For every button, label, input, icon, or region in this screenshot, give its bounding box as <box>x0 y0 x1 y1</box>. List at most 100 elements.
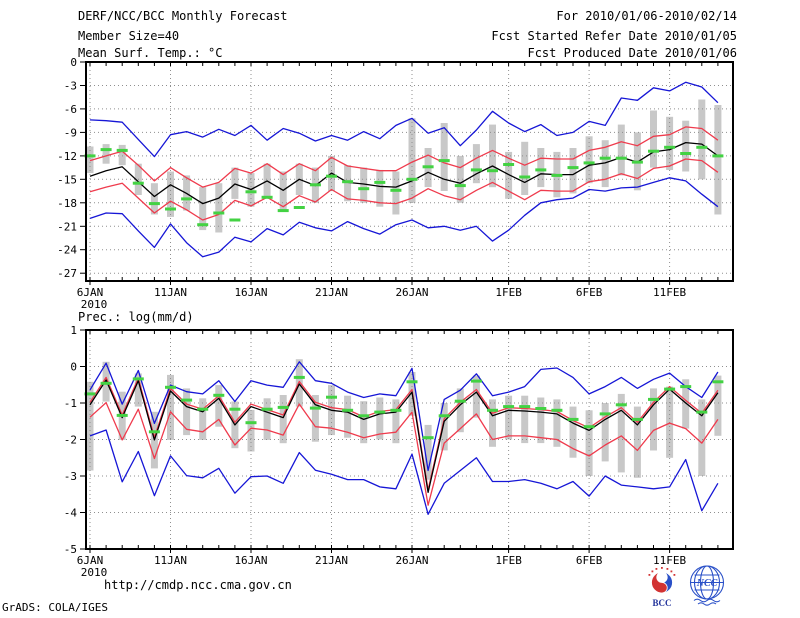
temp-obs-dash <box>599 156 611 160</box>
precip-spread-bar <box>585 410 593 476</box>
precip-obs-dash <box>406 380 418 384</box>
temp-obs-dash <box>680 152 692 155</box>
precip-spread-bar <box>311 395 319 442</box>
precip-ytick-label: 0 <box>70 361 77 374</box>
temp-obs-dash <box>567 166 579 170</box>
temp-obs-dash <box>503 163 515 166</box>
temp-ytick-label: -24 <box>57 244 77 257</box>
precip-obs-dash <box>615 403 627 407</box>
temp-ytick-label: -18 <box>57 197 77 210</box>
precip-obs-dash <box>229 407 241 411</box>
precip-spread-bar <box>392 399 400 444</box>
precip-obs-dash <box>631 417 643 421</box>
precip-ens-min-line <box>89 429 719 515</box>
precip-spread-bar <box>360 401 368 444</box>
temp-ytick-label: 0 <box>70 56 77 69</box>
temp-obs-dash <box>712 154 724 158</box>
precip-spread-bar <box>633 406 641 478</box>
bcc-swirl-icon <box>651 571 673 594</box>
temp-obs-dash <box>422 165 434 169</box>
precip-xtick-label: 11FEB <box>653 554 686 567</box>
precip-obs-dash <box>567 417 579 421</box>
temp-spread-hi-line <box>89 126 719 188</box>
precip-spread-bar <box>440 403 448 451</box>
temp-xtick-label: 16JAN <box>234 286 267 299</box>
precip-obs-dash <box>374 410 386 414</box>
fcst-started-label: Fcst Started Refer Date 2010/01/05 <box>491 29 737 43</box>
ncc-globe-icon <box>689 565 725 606</box>
precip-obs-dash <box>181 398 193 402</box>
precip-obs-dash <box>309 406 321 410</box>
temp-spread-bar <box>263 163 271 197</box>
temp-obs-dash <box>583 161 595 165</box>
precip-spread-bar <box>199 398 207 440</box>
temp-obs-dash <box>148 202 160 206</box>
temp-xtick-label: 11FEB <box>653 286 686 299</box>
precip-spread-bar <box>472 375 480 418</box>
precip-obs-dash <box>519 405 531 409</box>
precip-obs-dash <box>116 413 128 417</box>
precip-obs-dash <box>438 414 450 418</box>
precip-spread-bar <box>698 399 706 476</box>
precip-spread-bar <box>102 361 110 402</box>
precip-obs-dash <box>551 408 563 412</box>
temp-xtick-label: 6JAN <box>77 286 104 299</box>
precip-spread-bar <box>537 397 545 444</box>
temp-spread-bar <box>601 140 609 188</box>
precip-ytick-label: -2 <box>64 434 77 447</box>
temp-obs-dash <box>116 148 128 152</box>
precip-obs-dash <box>712 380 724 384</box>
forecast-range-label: For 2010/01/06-2010/02/14 <box>556 9 737 23</box>
precip-obs-dash <box>84 392 96 396</box>
precip-ytick-label: 1 <box>70 324 77 337</box>
temp-spread-bar <box>714 105 722 215</box>
precip-spread-bar <box>650 388 657 451</box>
temp-obs-dash <box>309 183 321 187</box>
temp-obs-dash <box>197 223 209 227</box>
temp-spread-bar <box>392 171 400 215</box>
temp-obs-dash <box>406 177 418 181</box>
precip-spread-bar <box>376 397 384 440</box>
precip-obs-dash <box>390 408 402 412</box>
temp-spread-bar <box>231 167 239 199</box>
source-url-link[interactable]: http://cmdp.ncc.cma.gov.cn <box>104 578 292 592</box>
precip-xtick-sublabel: 2010 <box>81 566 108 579</box>
temp-obs-dash <box>165 207 176 211</box>
temp-panel-title: Mean Surf. Temp.: °C <box>78 46 223 60</box>
precip-obs-dash <box>148 430 160 434</box>
temp-spread-bar <box>537 148 545 188</box>
precip-ytick-label: -5 <box>64 543 77 556</box>
temp-obs-dash <box>100 148 112 152</box>
ncc-logo: NCC <box>689 565 725 606</box>
precip-spread-bar <box>714 375 722 436</box>
precip-obs-dash <box>583 425 595 429</box>
precip-obs-dash <box>454 399 466 403</box>
temp-spread-bar <box>456 155 464 203</box>
precip-spread-bar <box>505 395 513 440</box>
temp-obs-dash <box>374 180 386 184</box>
temp-ens-min-line <box>89 177 719 258</box>
precip-ytick-label: -3 <box>64 470 77 483</box>
precip-spread-bar <box>617 393 625 473</box>
temp-obs-dash <box>696 145 708 149</box>
temp-xtick-label: 21JAN <box>315 286 348 299</box>
temp-spread-bar <box>215 183 223 233</box>
precip-obs-dash <box>470 379 482 383</box>
precip-spread-bar <box>183 388 191 436</box>
temp-frame <box>85 61 734 282</box>
precip-obs-dash <box>487 408 498 412</box>
precip-obs-dash <box>422 436 434 440</box>
temp-spread-bar <box>360 167 368 203</box>
temp-spread-bar <box>440 123 448 191</box>
precip-spread-bar <box>569 406 577 458</box>
precip-obs-dash <box>599 412 611 416</box>
temp-ytick-label: -15 <box>57 173 77 186</box>
page-title: DERF/NCC/BCC Monthly Forecast <box>78 9 288 23</box>
temp-obs-dash <box>261 195 273 199</box>
temp-spread-lo-line <box>89 158 719 221</box>
precip-obs-dash <box>197 407 209 411</box>
precip-spread-hi-line <box>89 376 719 491</box>
precip-spread-bar <box>167 374 174 440</box>
temp-ens-max-line <box>89 81 719 158</box>
temp-spread-bar <box>617 124 625 176</box>
